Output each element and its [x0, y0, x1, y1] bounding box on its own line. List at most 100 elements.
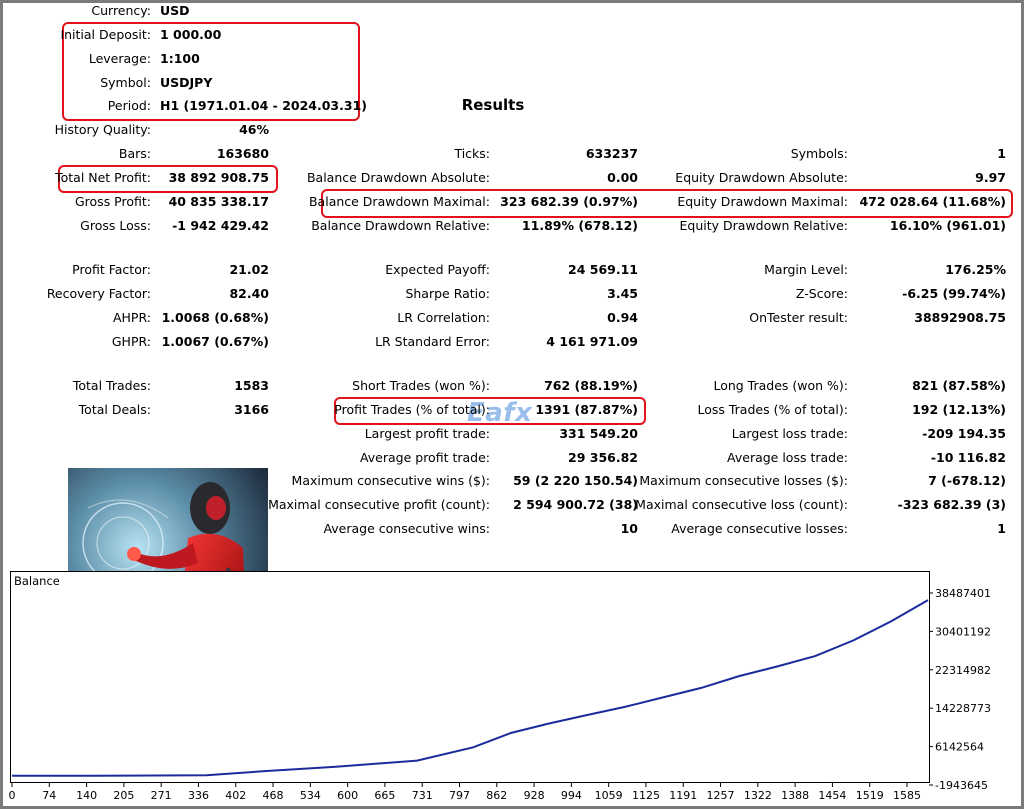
stat-c2-value: 10 — [620, 521, 638, 536]
stat-c3-value: -6.25 (99.74%) — [902, 286, 1006, 301]
stat-c3-value: 38892908.75 — [914, 310, 1006, 325]
stat-c3-value: 192 (12.13%) — [912, 402, 1006, 417]
stat-c2-label: Expected Payoff: — [385, 262, 490, 277]
watermark: Eafx — [467, 398, 533, 428]
x-tick-label: 1454 — [818, 789, 846, 802]
stat-c3-label: Equity Drawdown Absolute: — [675, 170, 848, 185]
stat-c1-value: 1.0068 (0.68%) — [161, 310, 269, 325]
stat-c3-value: 1 — [997, 146, 1006, 161]
y-tick-label: 22314982 — [935, 664, 991, 677]
stat-c3-label: Average consecutive losses: — [671, 521, 848, 536]
stat-c2-value: 762 (88.19%) — [544, 378, 638, 393]
stat-c3-value: -323 682.39 (3) — [897, 497, 1006, 512]
x-tick-label: 928 — [524, 789, 545, 802]
stat-c2-value: 331 549.20 — [559, 426, 638, 441]
x-tick-label: 1519 — [856, 789, 884, 802]
stat-c3-label: OnTester result: — [749, 310, 848, 325]
x-tick-label: 1322 — [744, 789, 772, 802]
stat-c3-value: -209 194.35 — [922, 426, 1006, 441]
x-tick-label: 1585 — [893, 789, 921, 802]
x-tick-label: 1388 — [781, 789, 809, 802]
x-tick-label: 468 — [263, 789, 284, 802]
stat-c1-label: Gross Loss: — [80, 218, 151, 233]
stat-c3-label: Z-Score: — [795, 286, 848, 301]
stat-c2-label: Sharpe Ratio: — [405, 286, 490, 301]
stat-c3-label: Loss Trades (% of total): — [697, 402, 848, 417]
y-tick-label: -1943645 — [935, 779, 988, 792]
stat-c3-label: Largest loss trade: — [731, 426, 848, 441]
stat-c2-value: 3.45 — [607, 286, 638, 301]
stat-c2-label: Average consecutive wins: — [323, 521, 490, 536]
x-tick-label: 994 — [561, 789, 582, 802]
stat-c1-value: 1583 — [234, 378, 269, 393]
stat-c2-label: Maximal consecutive profit (count): — [268, 497, 490, 512]
stat-c3-value: 1 — [997, 521, 1006, 536]
x-tick-label: 74 — [42, 789, 56, 802]
y-tick-label: 6142564 — [935, 741, 984, 754]
x-tick-label: 140 — [76, 789, 97, 802]
y-tick-label: 38487401 — [935, 587, 991, 600]
x-tick-label: 797 — [449, 789, 470, 802]
x-tick-label: 731 — [412, 789, 433, 802]
stat-c2-label: Maximum consecutive wins ($): — [291, 473, 490, 488]
setting-value: USDJPY — [160, 75, 213, 90]
stat-c1-value: 21.02 — [229, 262, 269, 277]
results-title: Results — [461, 96, 525, 114]
stat-c2-label: LR Correlation: — [397, 310, 490, 325]
stat-c1-value: 1.0067 (0.67%) — [161, 334, 269, 349]
stat-c2-label: Ticks: — [454, 146, 490, 161]
stat-c2-value: 0.00 — [607, 170, 638, 185]
setting-value: USD — [160, 3, 190, 18]
x-tick-label: 1257 — [707, 789, 735, 802]
stat-c2-value: 4 161 971.09 — [546, 334, 638, 349]
history-quality-label: History Quality: — [54, 122, 151, 137]
x-tick-label: 1059 — [595, 789, 623, 802]
stat-c1-value: -1 942 429.42 — [172, 218, 269, 233]
x-tick-label: 1191 — [669, 789, 697, 802]
stat-c3-label: Maximum consecutive losses ($): — [639, 473, 848, 488]
balance-series-line — [11, 599, 929, 777]
stat-c2-label: Balance Drawdown Maximal: — [308, 194, 490, 209]
stat-c1-value: 3166 — [234, 402, 269, 417]
x-tick-label: 665 — [374, 789, 395, 802]
stat-c2-value: 633237 — [585, 146, 638, 161]
stat-c2-value: 59 (2 220 150.54) — [513, 473, 638, 488]
x-tick-label: 271 — [151, 789, 172, 802]
stat-c2-value: 2 594 900.72 (38) — [513, 497, 638, 512]
setting-label: Currency: — [91, 3, 151, 18]
stat-c2-label: Balance Drawdown Relative: — [311, 218, 490, 233]
stat-c2-value: 11.89% (678.12) — [521, 218, 638, 233]
history-quality-value: 46% — [239, 122, 269, 137]
stat-c2-label: Balance Drawdown Absolute: — [306, 170, 490, 185]
stat-c3-value: 9.97 — [975, 170, 1006, 185]
stat-c3-value: 7 (-678.12) — [928, 473, 1006, 488]
stat-c1-value: 163680 — [216, 146, 269, 161]
setting-value: H1 (1971.01.04 - 2024.03.31) — [160, 98, 367, 113]
stat-c2-label: Short Trades (won %): — [352, 378, 490, 393]
setting-label: Leverage: — [88, 51, 151, 66]
stat-c1-value: 82.40 — [229, 286, 269, 301]
stat-c3-label: Equity Drawdown Maximal: — [677, 194, 848, 209]
stat-c3-value: 176.25% — [945, 262, 1006, 277]
setting-value: 1:100 — [160, 51, 200, 66]
stat-c1-label: AHPR: — [112, 310, 151, 325]
stat-c3-value: 16.10% (961.01) — [889, 218, 1006, 233]
setting-label: Period: — [107, 98, 151, 113]
stat-c1-label: Total Net Profit: — [55, 170, 151, 185]
stat-c3-label: Equity Drawdown Relative: — [679, 218, 848, 233]
setting-value: 1 000.00 — [160, 27, 222, 42]
stat-c3-value: -10 116.82 — [930, 450, 1006, 465]
stat-c1-label: Gross Profit: — [74, 194, 151, 209]
stat-c3-label: Symbols: — [790, 146, 848, 161]
chart-title: Balance — [14, 574, 60, 588]
stat-c2-label: Profit Trades (% of total): — [334, 402, 490, 417]
stat-c2-label: LR Standard Error: — [375, 334, 490, 349]
stat-c2-label: Average profit trade: — [359, 450, 490, 465]
stat-c1-label: Profit Factor: — [72, 262, 151, 277]
x-tick-label: 0 — [9, 789, 16, 802]
x-tick-label: 862 — [486, 789, 507, 802]
stat-c2-value: 1391 (87.87%) — [535, 402, 638, 417]
stat-c3-label: Long Trades (won %): — [713, 378, 848, 393]
x-tick-label: 205 — [113, 789, 134, 802]
